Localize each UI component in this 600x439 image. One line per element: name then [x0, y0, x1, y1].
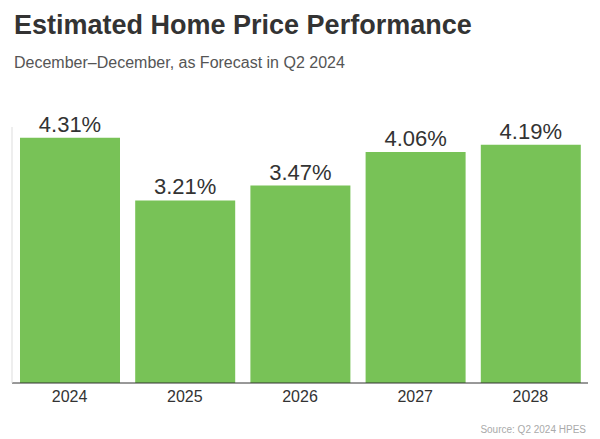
svg-text:4.06%: 4.06% [384, 126, 446, 151]
svg-text:4.19%: 4.19% [500, 119, 562, 144]
svg-text:3.21%: 3.21% [154, 174, 216, 199]
svg-text:4.31%: 4.31% [39, 112, 101, 137]
svg-text:2028: 2028 [513, 388, 549, 405]
html-text:Source: Q2 2024 HPES: Source: Q2 2024 HPES [480, 424, 586, 435]
svg-text:2027: 2027 [397, 388, 433, 405]
svg-text:2026: 2026 [282, 388, 318, 405]
svg-text:3.47%: 3.47% [269, 160, 331, 185]
html-text:Estimated Home Price Performan: Estimated Home Price Performance [14, 10, 472, 40]
html-text:December–December, as Forecast: December–December, as Forecast in Q2 202… [14, 54, 345, 71]
svg-text:2025: 2025 [167, 388, 203, 405]
svg-text:2024: 2024 [52, 388, 88, 405]
